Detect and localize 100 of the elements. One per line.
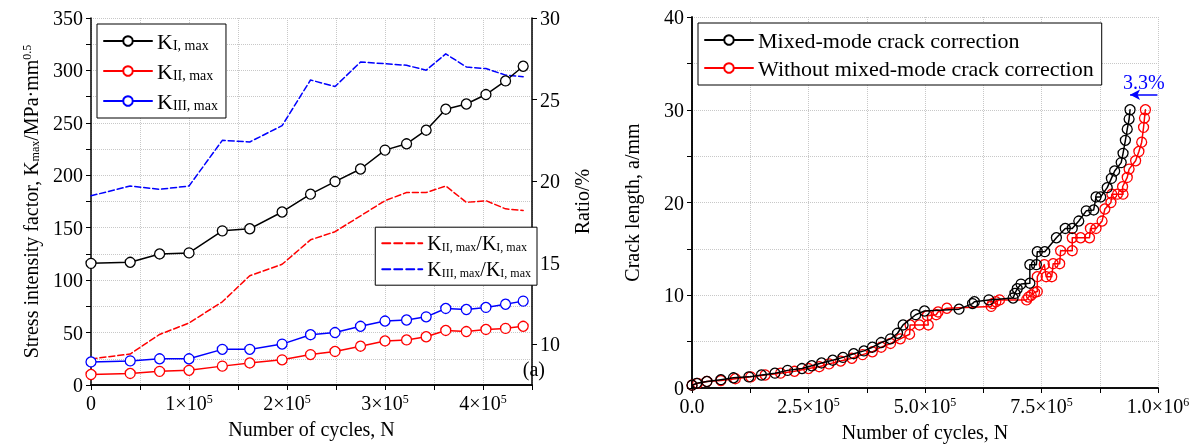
point: [897, 319, 909, 331]
point: [918, 305, 931, 317]
point: [124, 355, 136, 367]
y-tick-label: 20: [664, 191, 684, 214]
point: [216, 343, 228, 355]
point: [517, 60, 529, 72]
point: [1101, 182, 1113, 194]
point: [244, 357, 256, 369]
legend-label: Without mixed-mode crack correction: [758, 55, 1094, 81]
point: [815, 357, 828, 369]
point: [276, 206, 288, 218]
legend-label: KIII, max/KI, max: [427, 258, 531, 281]
point: [354, 320, 367, 332]
legend-label: KII, max/KI, max: [427, 232, 527, 255]
point: [85, 257, 97, 270]
point: [379, 335, 391, 347]
point: [781, 364, 794, 377]
point: [400, 314, 413, 326]
point: [1039, 246, 1051, 258]
point: [1088, 204, 1100, 216]
point: [460, 98, 472, 110]
point: [244, 223, 256, 235]
y-tick-label: 0: [73, 374, 83, 396]
point: [1066, 222, 1078, 235]
point: [1123, 113, 1135, 125]
point: [85, 368, 97, 381]
legend-label: KII, max: [157, 58, 214, 84]
point: [755, 369, 768, 381]
point: [499, 298, 512, 310]
point: [400, 138, 413, 150]
y-tick-label: 40: [664, 6, 684, 28]
point: [354, 163, 367, 175]
point: [440, 324, 452, 337]
point: [1009, 287, 1021, 300]
point: [124, 367, 136, 380]
point: [1015, 278, 1027, 290]
point: [304, 348, 317, 361]
y-tick-label: 150: [53, 216, 83, 239]
point: [440, 103, 452, 115]
point: [1115, 156, 1127, 169]
point: [1090, 191, 1102, 203]
legend-label: KI, max: [157, 28, 209, 54]
point: [796, 362, 808, 375]
y2-tick-label: 30: [540, 7, 560, 29]
point: [480, 301, 492, 314]
point: [1050, 232, 1063, 244]
y2-tick-label: 25: [540, 88, 560, 111]
point: [440, 302, 452, 315]
point: [420, 311, 432, 323]
point: [866, 341, 878, 353]
y-tick-label: 100: [53, 269, 83, 292]
y-tick-label: 10: [664, 284, 684, 307]
point: [85, 356, 97, 368]
point: [183, 353, 195, 365]
point: [1121, 123, 1133, 135]
y-tick-label: 30: [664, 98, 684, 121]
point: [216, 360, 228, 372]
point: [1011, 283, 1023, 295]
y-tick-label: 250: [53, 111, 83, 134]
x-axis-title: Number of cycles, N: [228, 418, 395, 441]
y-tick-label: 350: [53, 7, 83, 29]
point: [304, 188, 317, 200]
point: [1095, 191, 1107, 203]
point: [858, 345, 870, 357]
point: [1059, 222, 1071, 235]
line-series: [90, 53, 524, 197]
legend-label: KIII, max: [157, 88, 218, 114]
point: [806, 360, 818, 372]
point: [1119, 134, 1132, 146]
point: [480, 323, 492, 336]
point: [276, 354, 288, 366]
point: [517, 320, 529, 332]
point: [1117, 147, 1129, 159]
y2-tick-label: 20: [540, 170, 560, 193]
x-axis-title: Number of cycles, N: [841, 421, 1009, 444]
point: [1030, 258, 1043, 271]
y2-tick-label: 15: [540, 251, 560, 274]
point: [460, 303, 472, 316]
y-tick-label: 200: [53, 164, 83, 187]
point: [400, 334, 413, 346]
y-tick-label: 300: [53, 59, 83, 82]
y2-axis-title: Ratio/%: [571, 168, 593, 235]
point: [837, 351, 849, 364]
point: [884, 333, 897, 345]
point: [891, 327, 904, 339]
point: [1031, 246, 1043, 258]
point: [124, 256, 136, 268]
point: [304, 329, 317, 341]
point: [329, 326, 341, 339]
point: [983, 294, 995, 306]
point: [183, 247, 195, 259]
point: [1024, 258, 1036, 271]
point: [769, 367, 781, 379]
annotation: 3.3%: [1122, 70, 1165, 93]
y-tick-label: 50: [63, 321, 83, 344]
point: [875, 336, 887, 349]
point: [827, 354, 839, 366]
point: [153, 248, 166, 260]
point: [153, 353, 166, 365]
legend-label: Mixed-mode crack correction: [758, 27, 1020, 53]
